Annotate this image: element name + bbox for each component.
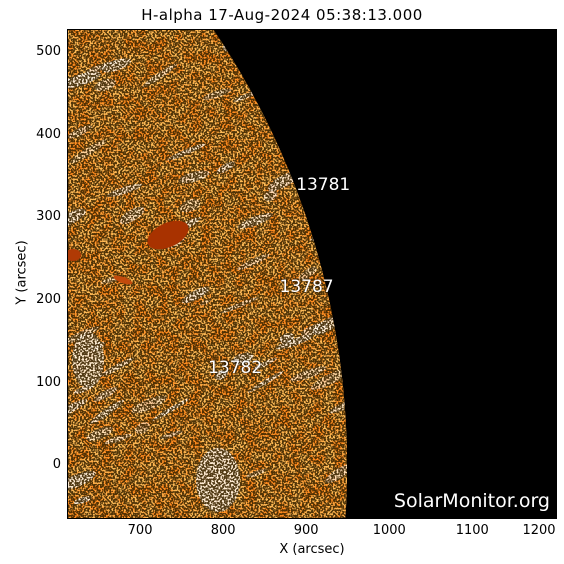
y-tick-label: 500 [36,44,61,60]
x-axis-title: X (arcsec) [279,542,345,557]
filaments [68,220,189,285]
y-tick-label: 200 [36,292,61,308]
watermark: SolarMonitor.org [393,490,550,512]
y-axis-title: Y (arcsec) [14,240,30,305]
y-tick-label: 400 [36,126,61,142]
active-region-label: 13781 [296,174,351,195]
x-tick-label: 1000 [372,523,406,538]
x-tick-label: 900 [293,523,319,538]
x-tick-label: 700 [127,523,153,538]
solar-disk-image [68,30,556,518]
solar-image-frame [67,29,557,519]
x-tick-label: 800 [210,523,236,538]
active-region-label: 13787 [279,276,334,297]
y-tick-label: 0 [52,457,61,473]
y-tick-label: 300 [36,209,61,225]
x-tick-label: 1100 [455,523,489,538]
plot-title: H-alpha 17-Aug-2024 05:38:13.000 [141,6,423,24]
active-region-label: 13782 [208,357,263,378]
x-tick-label: 1200 [522,523,556,538]
y-tick-label: 100 [36,374,61,390]
